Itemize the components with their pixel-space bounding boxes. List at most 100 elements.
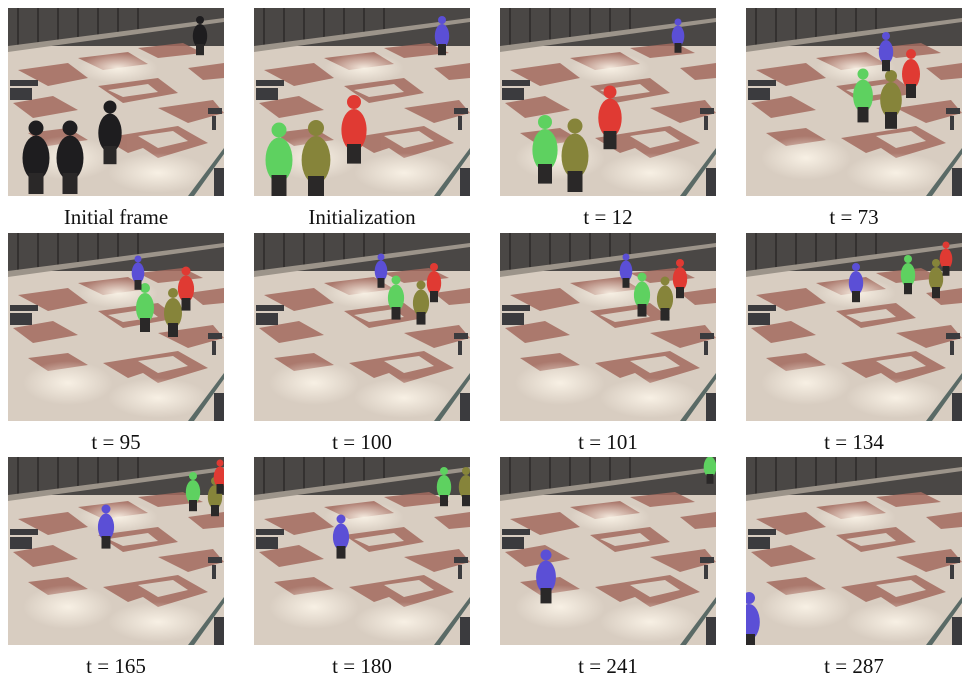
body xyxy=(746,604,760,640)
frame-image xyxy=(500,450,716,646)
person-mask xyxy=(532,115,558,184)
body xyxy=(656,285,674,313)
head xyxy=(567,118,583,134)
legs xyxy=(140,318,150,332)
body xyxy=(598,98,622,138)
person-mask xyxy=(136,283,154,332)
head xyxy=(103,100,117,114)
body xyxy=(136,293,154,323)
body xyxy=(672,267,688,291)
caption: t = 12 xyxy=(583,205,632,229)
legs xyxy=(308,176,324,196)
body xyxy=(902,59,920,89)
floor xyxy=(746,457,962,645)
head xyxy=(28,120,44,136)
floor xyxy=(746,233,962,421)
head xyxy=(885,70,897,82)
floor xyxy=(500,233,716,421)
body xyxy=(434,24,450,48)
head xyxy=(101,504,111,514)
legs xyxy=(567,171,583,192)
body xyxy=(192,24,208,48)
person-mask xyxy=(265,122,293,196)
head xyxy=(391,275,401,285)
head xyxy=(430,263,438,271)
legs xyxy=(271,175,287,196)
person-mask xyxy=(97,504,115,549)
body xyxy=(619,260,633,282)
legs xyxy=(538,164,552,184)
person-mask xyxy=(746,592,760,645)
person-mask xyxy=(633,272,651,317)
body xyxy=(633,281,651,309)
person-mask xyxy=(900,255,916,295)
caption: t = 241 xyxy=(578,654,638,678)
head xyxy=(637,272,647,282)
legs xyxy=(440,495,448,507)
head xyxy=(168,288,178,298)
caption: t = 134 xyxy=(824,430,884,454)
person-mask xyxy=(672,259,688,299)
person-mask xyxy=(928,259,944,299)
panel: t = 241 xyxy=(500,450,716,678)
head xyxy=(906,49,916,59)
legs xyxy=(168,323,178,337)
head xyxy=(62,120,78,136)
head xyxy=(377,253,385,261)
body xyxy=(341,109,367,151)
head xyxy=(416,280,426,290)
head xyxy=(134,255,142,263)
head xyxy=(181,266,191,276)
person-mask xyxy=(880,70,902,129)
panel: t = 180 xyxy=(254,457,470,678)
frame-image xyxy=(254,8,470,196)
body xyxy=(22,135,50,181)
body xyxy=(853,79,873,113)
head xyxy=(942,241,950,249)
body xyxy=(880,82,902,118)
person-mask xyxy=(341,95,367,164)
person-mask xyxy=(598,85,622,150)
body xyxy=(98,113,122,153)
head xyxy=(216,459,224,467)
head xyxy=(462,467,470,475)
head xyxy=(538,115,552,129)
legs xyxy=(347,144,361,164)
head xyxy=(852,263,860,271)
legs xyxy=(134,280,142,290)
person-mask xyxy=(703,450,716,484)
legs xyxy=(942,266,950,276)
body xyxy=(412,289,430,317)
frame-image xyxy=(254,233,470,421)
head xyxy=(904,255,912,263)
caption: t = 73 xyxy=(829,205,878,229)
floor xyxy=(254,233,470,421)
body xyxy=(185,480,201,504)
person-mask xyxy=(434,16,450,56)
head xyxy=(660,276,670,286)
person-mask xyxy=(98,100,122,165)
legs xyxy=(676,287,684,299)
frame-image xyxy=(500,8,716,196)
person-mask xyxy=(561,118,589,192)
head xyxy=(707,450,714,457)
body xyxy=(374,260,388,282)
head xyxy=(196,16,204,24)
panel: t = 12 xyxy=(500,8,716,229)
head xyxy=(746,592,755,604)
body xyxy=(387,284,405,312)
frame-image xyxy=(254,457,470,645)
person-mask xyxy=(853,68,873,123)
legs xyxy=(103,146,117,165)
legs xyxy=(852,291,860,303)
person-mask xyxy=(332,514,350,559)
body xyxy=(332,523,350,551)
body xyxy=(671,25,685,47)
legs xyxy=(746,634,755,645)
person-mask xyxy=(412,280,430,325)
legs xyxy=(904,283,912,295)
caption: Initialization xyxy=(308,205,416,229)
person-mask xyxy=(374,253,388,288)
legs xyxy=(660,308,670,321)
person-mask xyxy=(426,263,442,303)
